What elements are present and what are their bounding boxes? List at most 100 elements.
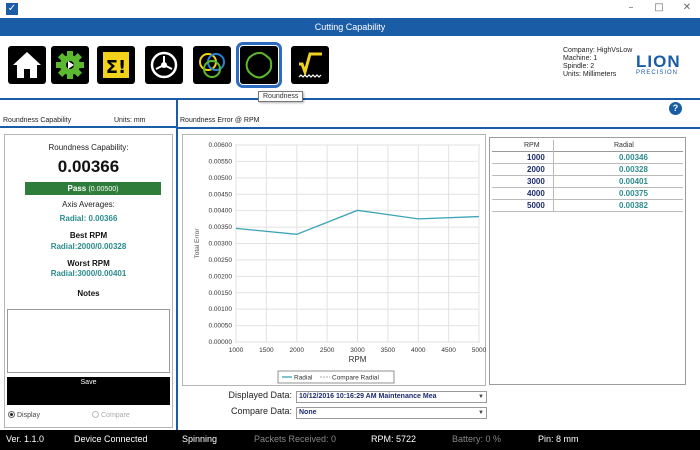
circles-icon — [199, 53, 225, 78]
status-state: Spinning — [182, 434, 218, 444]
sigma-icon: Σ! — [103, 52, 129, 78]
radio-dot-icon — [92, 411, 99, 418]
pass-limit: (0.00500) — [88, 186, 119, 193]
legend-label-radial: Radial — [294, 375, 313, 382]
pass-label: Pass — [67, 184, 87, 193]
home-icon — [13, 52, 41, 78]
svg-text:Σ!: Σ! — [106, 57, 127, 78]
status-pin: Pin: 8 mm — [538, 434, 579, 444]
legend-label-compare: Compare Radial — [332, 375, 380, 382]
roundness-chart: 0.00000 0.00050 0.00100 0.00150 0.00200 0.002… — [194, 142, 487, 384]
table-cell-radial: 0.00401 — [619, 177, 648, 186]
help-icon[interactable]: ? — [669, 102, 682, 115]
right-header-rule — [178, 127, 700, 129]
y-tick-label: 0.00000 — [209, 339, 233, 346]
table-cell-radial: 0.00346 — [619, 153, 648, 162]
y-axis-label: Total Error — [194, 228, 201, 259]
table-cell-rpm: 1000 — [527, 153, 545, 162]
table-row[interactable]: 1000 0.00346 — [492, 152, 683, 164]
display-mode-radios: Display Compare — [8, 411, 170, 419]
x-tick-label: 1500 — [259, 347, 274, 354]
table-row[interactable]: 4000 0.00375 — [492, 188, 683, 200]
settings-button[interactable] — [51, 46, 89, 84]
x-tick-label: 2000 — [290, 347, 305, 354]
machine-text: Machine: 1 — [563, 55, 598, 62]
results-table: RPM Radial 1000 0.00346 2000 0.00328 300… — [489, 137, 686, 385]
y-tick-label: 0.00100 — [209, 306, 233, 313]
table-cell-radial: 0.00328 — [619, 165, 648, 174]
axis-averages-value: Radial: 0.00366 — [59, 214, 118, 223]
spindle-icon — [150, 51, 178, 79]
y-tick-label: 0.00150 — [209, 290, 233, 297]
compare-data-label: Compare Data: — [230, 406, 292, 416]
status-packets: Packets Received: 0 — [254, 434, 337, 444]
roundness-icon — [245, 51, 273, 79]
y-tick-label: 0.00400 — [209, 208, 233, 215]
x-tick-label: 5000 — [472, 347, 487, 354]
left-header-units: Units: mm — [114, 117, 146, 124]
radio-dot-icon — [8, 411, 15, 418]
x-tick-label: 4000 — [411, 347, 426, 354]
best-rpm-title: Best RPM — [69, 231, 108, 240]
spindle-text: Spindle: 2 — [563, 63, 595, 70]
chart-panel: 0.00000 0.00050 0.00100 0.00150 0.00200 0.002… — [182, 134, 487, 386]
left-panel-header: Roundness Capability Units: mm — [0, 114, 176, 128]
status-battery: Battery: 0 % — [452, 434, 502, 444]
table-row[interactable]: 5000 0.00382 — [492, 200, 683, 212]
roundness-button[interactable] — [236, 42, 282, 88]
legend-box — [277, 370, 395, 384]
compare-data-select[interactable]: None ▼ — [296, 407, 487, 419]
home-button[interactable] — [8, 46, 46, 84]
summary-button[interactable]: Σ! — [97, 46, 135, 84]
series-line-radial — [235, 209, 480, 235]
pass-badge: Pass (0.00500) — [25, 182, 161, 195]
minimize-button[interactable]: – — [628, 2, 634, 13]
capability-label: Roundness Capability: — [48, 143, 129, 152]
x-tick-label: 3000 — [350, 347, 365, 354]
worst-rpm-value: Radial:3000/0.00401 — [50, 269, 127, 278]
displayed-data-label: Displayed Data: — [228, 390, 292, 400]
table-row[interactable]: 2000 0.00328 — [492, 164, 683, 176]
displayed-data-select[interactable]: 10/12/2016 10:16:29 AM Maintenance Mea ▼ — [296, 391, 487, 403]
table-cell-rpm: 4000 — [527, 189, 545, 198]
y-tick-label: 0.00600 — [209, 142, 233, 149]
compare-data-value: None — [299, 409, 317, 416]
gear-icon — [56, 51, 84, 79]
right-panel-header: Roundness Error @ RPM — [180, 117, 260, 124]
table-header-rpm: RPM — [524, 142, 540, 149]
x-tick-label: 3500 — [381, 347, 396, 354]
status-connection: Device Connected — [74, 434, 148, 444]
left-header-title: Roundness Capability — [3, 117, 72, 124]
app-check-icon: ✓ — [6, 3, 18, 15]
table-cell-rpm: 5000 — [527, 201, 545, 210]
close-button[interactable]: ✕ — [682, 2, 692, 13]
table-cell-radial: 0.00382 — [619, 201, 648, 210]
waviness-button[interactable] — [291, 46, 329, 84]
status-rpm: RPM: 5722 — [371, 434, 417, 444]
y-tick-label: 0.00300 — [209, 241, 233, 248]
axis-averages-title: Axis Averages: — [62, 200, 115, 209]
table-row[interactable]: 3000 0.00401 — [492, 176, 683, 188]
panel-divider — [176, 100, 178, 430]
notes-title: Notes — [77, 289, 100, 298]
y-tick-label: 0.00250 — [209, 257, 233, 264]
spindle-button[interactable] — [145, 46, 183, 84]
notes-textarea[interactable] — [7, 309, 170, 373]
logo-main-text: LION — [636, 52, 681, 71]
y-tick-label: 0.00450 — [209, 191, 233, 198]
compare-radio[interactable]: Compare — [92, 411, 130, 419]
table-cell-rpm: 3000 — [527, 177, 545, 186]
display-radio[interactable]: Display — [8, 411, 40, 419]
title-bar: ✓ – □ ✕ — [0, 0, 700, 18]
y-tick-label: 0.00050 — [209, 323, 233, 330]
save-button[interactable]: Save — [7, 377, 170, 405]
y-tick-label: 0.00200 — [209, 273, 233, 280]
lion-logo: LION PRECISION — [636, 53, 682, 76]
overlap-button[interactable] — [193, 46, 231, 84]
table-cell-rpm: 2000 — [527, 165, 545, 174]
maximize-button[interactable]: □ — [654, 2, 664, 13]
worst-rpm-title: Worst RPM — [67, 259, 110, 268]
toolbar: Σ! Roundness Company: HighVsLow Machi — [0, 36, 700, 102]
logo-sub-text: PRECISION — [636, 70, 679, 76]
y-tick-label: 0.00550 — [209, 158, 233, 165]
